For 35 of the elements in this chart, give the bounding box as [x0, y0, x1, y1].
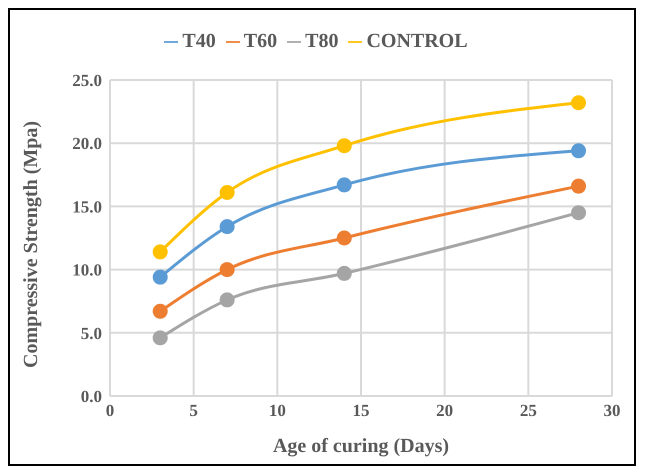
legend-label: T40 [182, 30, 216, 52]
y-tick-label: 15.0 [72, 197, 102, 216]
point [152, 270, 168, 285]
point [220, 219, 235, 234]
x-tick-label: 20 [436, 401, 454, 420]
point [220, 292, 235, 308]
x-tick-label: 15 [352, 401, 370, 420]
point [336, 177, 352, 192]
point [152, 330, 168, 346]
point [336, 266, 352, 281]
legend-label: T80 [305, 30, 338, 52]
y-tick-label: 5.0 [80, 324, 102, 343]
point [336, 138, 352, 154]
point [571, 95, 586, 110]
y-axis-title: Compressive Strength (Mpa) [20, 120, 42, 368]
legend-label: T60 [244, 30, 278, 52]
y-tick-label: 0.0 [80, 387, 102, 406]
y-tick-label: 10.0 [72, 260, 102, 280]
x-axis-title: Age of curing (Days) [272, 435, 450, 457]
y-tick-label: 25.0 [72, 71, 102, 90]
x-tick-label: 25 [520, 401, 537, 420]
point [220, 184, 235, 200]
x-tick-label: 30 [604, 401, 620, 420]
point [571, 205, 586, 220]
x-tick-label: 5 [189, 401, 198, 420]
legend-label: CONTROL [366, 30, 468, 52]
point [152, 304, 168, 319]
point [571, 178, 586, 194]
x-tick-label: 0 [106, 401, 114, 420]
point [220, 262, 235, 278]
point [152, 244, 168, 260]
y-tick-label: 20.0 [72, 134, 102, 154]
x-tick-label: 10 [268, 401, 286, 420]
point [571, 143, 586, 158]
point [336, 230, 352, 246]
